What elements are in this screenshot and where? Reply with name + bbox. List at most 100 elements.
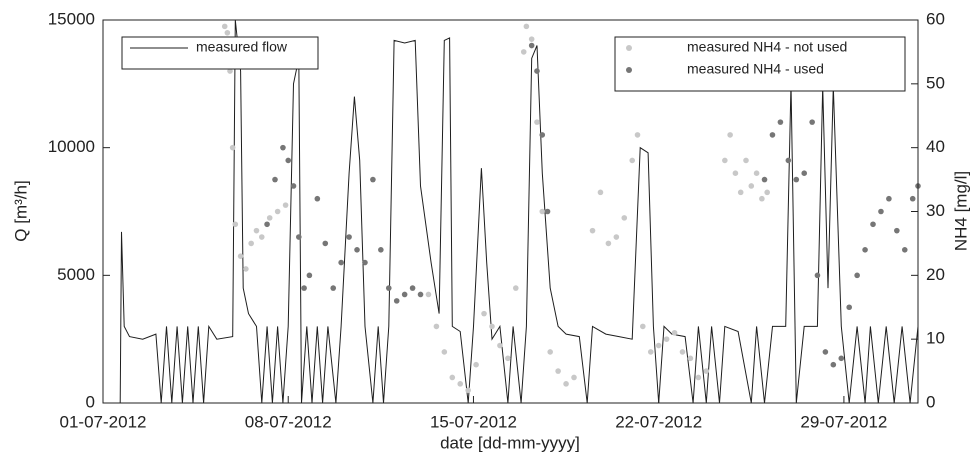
nh4-point: [338, 259, 344, 266]
y2-tick-label: 40: [926, 137, 945, 156]
nh4-point: [314, 195, 321, 202]
nh4-point: [737, 189, 744, 196]
nh4-point: [671, 329, 678, 336]
nh4-point: [901, 247, 908, 253]
nh4-point: [629, 157, 636, 164]
nh4-point: [417, 291, 424, 298]
nh4-point: [232, 221, 239, 228]
nh4-point: [385, 285, 392, 291]
y-tick-label: 5000: [57, 265, 95, 284]
y-axis-label: Q [m³/h]: [11, 180, 30, 241]
y-tick-label: 0: [86, 392, 95, 411]
nh4-point: [862, 247, 868, 253]
nh4-point: [272, 176, 278, 183]
nh4-point: [457, 381, 464, 387]
nh4-point: [528, 42, 535, 49]
nh4-point: [243, 266, 249, 272]
x-tick-label: 15-07-2012: [430, 412, 517, 431]
nh4-point: [822, 349, 829, 355]
nh4-point: [237, 253, 244, 259]
legend-swatch: [626, 67, 632, 73]
y2-tick-label: 50: [926, 73, 945, 92]
nh4-point: [878, 208, 884, 215]
nh4-point: [732, 170, 739, 176]
nh4-point: [687, 355, 694, 362]
nh4-point: [759, 195, 765, 202]
nh4-point: [534, 68, 540, 74]
nh4-point: [809, 119, 815, 125]
nh4-point: [634, 132, 641, 138]
nh4-point: [378, 247, 384, 253]
y2-tick-label: 30: [926, 201, 945, 220]
nh4-point: [296, 234, 302, 240]
nh4-point: [894, 227, 900, 234]
nh4-point: [362, 259, 368, 266]
nh4-point: [290, 183, 297, 189]
nh4-point: [528, 36, 535, 42]
nh4-point: [354, 247, 360, 253]
nh4-point: [346, 234, 352, 240]
nh4-point: [777, 119, 784, 125]
nh4-point: [301, 285, 307, 291]
nh4-point: [512, 285, 519, 291]
nh4-point: [505, 355, 511, 362]
nh4-point: [534, 119, 540, 125]
nh4-point: [647, 349, 654, 355]
nh4-point: [830, 361, 837, 368]
nh4-point: [621, 215, 628, 221]
nh4-point: [547, 349, 553, 355]
nh4-point: [322, 240, 329, 247]
x-tick-label: 01-07-2012: [60, 412, 147, 431]
legend-label: measured flow: [196, 39, 288, 55]
y2-tick-label: 20: [926, 265, 945, 284]
nh4-point: [655, 342, 662, 349]
nh4-point: [489, 323, 495, 330]
nh4-point: [563, 381, 569, 387]
y-tick-label: 15000: [48, 9, 95, 28]
nh4-point: [497, 342, 503, 349]
y2-axis-label: NH4 [mg/l]: [951, 171, 970, 251]
nh4-point: [520, 49, 527, 55]
nh4-point: [393, 298, 400, 304]
nh4-point: [814, 272, 821, 279]
legend-box: [121, 36, 319, 70]
nh4-point: [264, 221, 270, 228]
nh4-point: [330, 285, 337, 291]
y-tick-label: 10000: [48, 137, 95, 156]
nh4-point: [409, 285, 416, 291]
nh4-point: [481, 310, 487, 317]
nh4-point: [221, 23, 228, 30]
nh4-point: [769, 132, 776, 138]
nh4-point: [401, 291, 408, 298]
y2-tick-label: 10: [926, 329, 945, 348]
nh4-point: [703, 368, 710, 374]
nh4-point: [229, 144, 236, 151]
nh4-point: [613, 234, 620, 240]
nh4-point: [597, 189, 604, 196]
nh4-point: [695, 374, 702, 381]
nh4-point: [473, 361, 479, 368]
nh4-point: [227, 68, 233, 74]
nh4-point: [282, 202, 289, 208]
nh4-point: [764, 189, 770, 196]
nh4-point: [838, 355, 845, 362]
nh4-point: [370, 176, 376, 183]
legend: measured flow: [121, 36, 319, 70]
nh4-point: [539, 132, 546, 138]
nh4-point: [679, 349, 686, 355]
nh4-point: [761, 176, 768, 183]
nh4-point: [605, 240, 612, 247]
nh4-point: [465, 387, 471, 394]
nh4-point: [274, 208, 281, 215]
nh4-point: [663, 336, 670, 342]
nh4-point: [640, 323, 646, 330]
nh4-point: [801, 170, 808, 176]
nh4-point: [727, 132, 733, 138]
nh4-point: [280, 144, 286, 151]
nh4-point: [753, 170, 760, 176]
nh4-point: [258, 234, 265, 240]
nh4-point: [846, 304, 853, 311]
nh4-point: [854, 272, 860, 279]
